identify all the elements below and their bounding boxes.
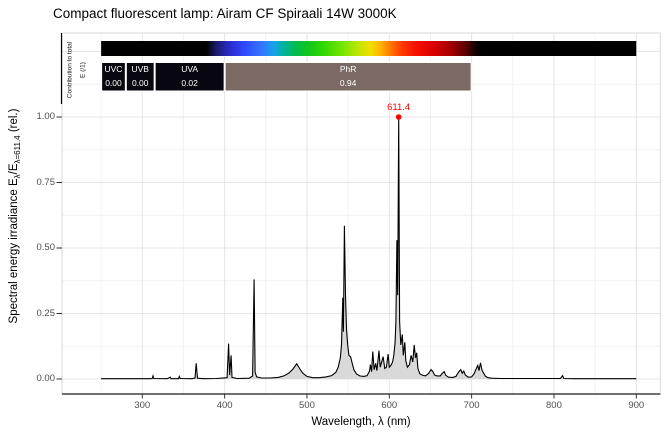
y-tick-label: 0.25 (36, 307, 56, 319)
waveband-value-phr: 0.94 (339, 78, 357, 88)
y-axis-title-divisor: /E (7, 163, 20, 175)
x-axis-title: Wavelength, λ (nm) (311, 416, 411, 428)
waveband-label-uvb: UVB (131, 65, 149, 74)
axis-ticks (56, 116, 637, 399)
waveband-value-uva: 0.02 (181, 78, 198, 88)
y-tick-label: 0.75 (36, 176, 56, 188)
y-axis-title-sub-ref: λ=611.4 (13, 135, 23, 164)
waveband-label-phr: PhR (339, 65, 357, 74)
waveband-label-uva: UVA (181, 65, 199, 74)
peak-annotation-label: 611.4 (387, 102, 411, 113)
x-tick-label: 900 (628, 400, 645, 411)
panel-background (62, 33, 661, 394)
waveband-box-phr (224, 62, 472, 92)
waveband-box-uva (154, 62, 225, 92)
x-tick-label: 800 (546, 400, 562, 411)
y-tick-label: 1.00 (36, 111, 56, 122)
y-tick-label: 0.50 (36, 242, 56, 253)
x-tick-label: 600 (381, 400, 398, 411)
wavelength-colorbar (101, 41, 637, 56)
waveband-box-uvb (125, 62, 155, 92)
y-tick-label: 0.00 (36, 373, 56, 384)
x-tick-label: 400 (216, 400, 233, 411)
waveband-value-uvc: 0.00 (105, 78, 122, 88)
x-tick-label: 300 (134, 400, 151, 411)
waveband-box-uvc (101, 62, 126, 92)
strip-axis-title-line2: E (/1) (79, 62, 87, 78)
x-tick-label: 700 (463, 400, 480, 411)
waveband-label-uvc: UVC (104, 65, 123, 74)
y-axis-title: Spectral energy irradiance Eλ/Eλ=611.4 (… (8, 109, 22, 324)
x-tick-label: 500 (299, 400, 315, 411)
grid-minor (62, 33, 661, 394)
spectrum-line (101, 116, 637, 380)
peak-marker-dot (395, 114, 402, 120)
strip-axis-title-line1: Contribution to total (66, 41, 74, 99)
chart-title: Compact fluorescent lamp: Airam CF Spira… (53, 6, 397, 21)
waveband-value-uvb: 0.00 (131, 78, 149, 88)
